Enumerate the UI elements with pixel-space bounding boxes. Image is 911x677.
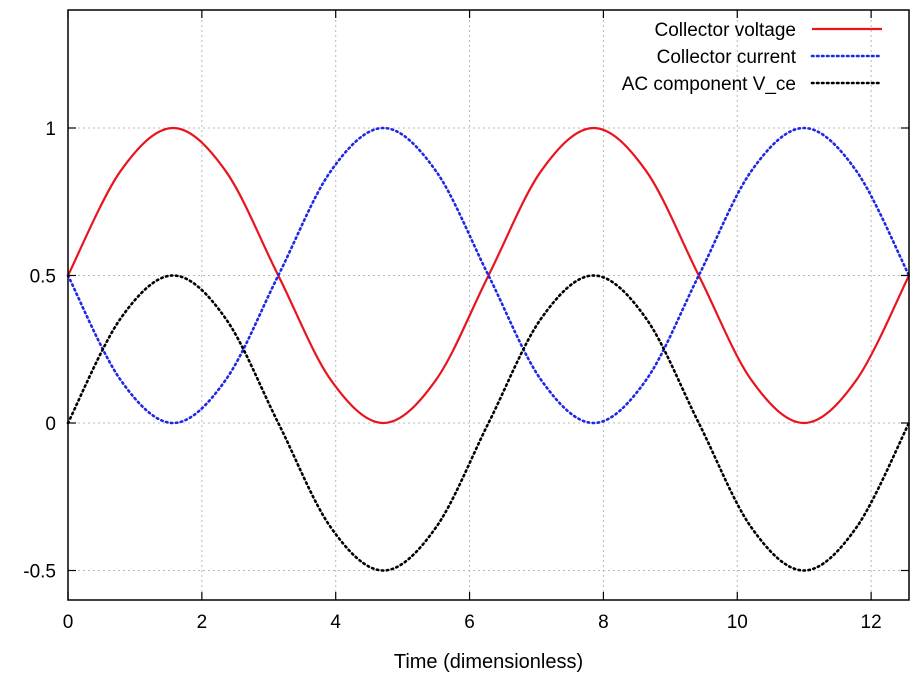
x-tick-label: 2 [197,612,208,633]
x-tick-label: 8 [598,612,609,633]
y-tick-labels: -0.5 0 0.5 1 [23,119,56,583]
plot-frame [67,9,910,601]
x-tick-label: 12 [861,612,882,633]
x-tick-label: 6 [464,612,475,633]
legend-label-ac-component-v-ce: AC component V_ce [622,74,796,95]
series-line-collector-current [66,126,911,425]
x-tick-labels: 0 2 4 6 8 10 12 [63,612,882,633]
axis-ticks [67,10,909,600]
x-tick-label: 4 [330,612,341,633]
legend-label-collector-voltage: Collector voltage [654,20,796,41]
x-axis-label: Time (dimensionless) [394,651,583,673]
y-tick-label: -0.5 [23,562,56,583]
y-tick-label: 1 [45,119,56,140]
y-tick-label: 0.5 [30,267,56,288]
y-tick-label: 0 [45,414,56,435]
x-tick-label: 0 [63,612,74,633]
legend: Collector voltage Collector current AC com… [622,20,884,95]
legend-label-collector-current: Collector current [657,47,797,68]
series-group [66,126,911,572]
series-line-ac-component-v-ce [66,274,911,572]
x-tick-label: 10 [727,612,748,633]
grid [67,10,909,600]
